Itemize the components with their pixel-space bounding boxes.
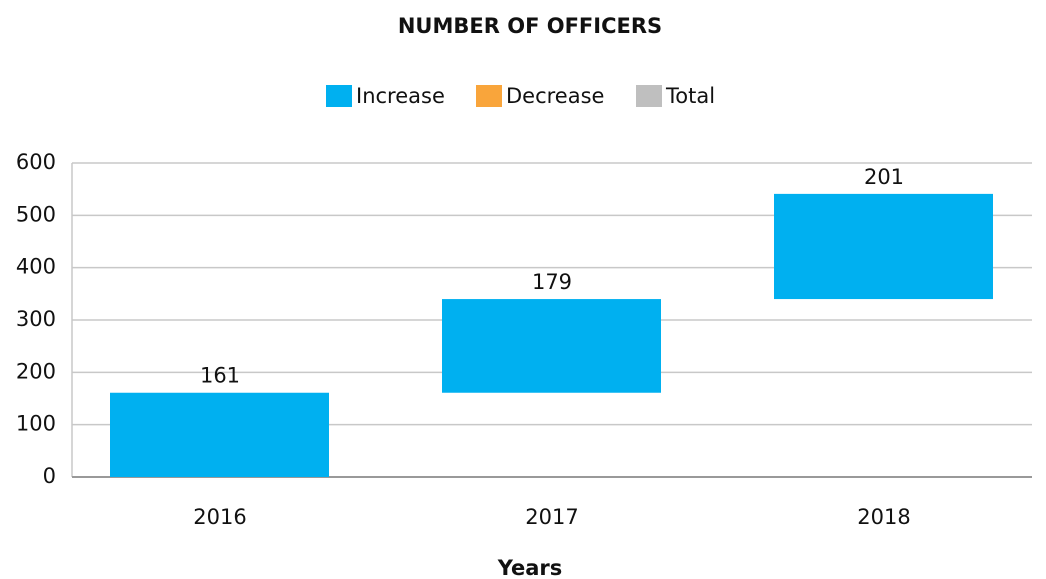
bar bbox=[442, 299, 661, 393]
y-tick-label: 600 bbox=[16, 150, 56, 174]
y-tick-label: 500 bbox=[16, 202, 56, 226]
bar bbox=[774, 193, 993, 300]
chart-title: NUMBER OF OFFICERS bbox=[398, 14, 662, 38]
legend-label: Decrease bbox=[506, 84, 604, 108]
y-tick-label: 200 bbox=[16, 359, 56, 383]
y-tick-label: 0 bbox=[43, 464, 56, 488]
data-label: 201 bbox=[864, 165, 904, 189]
legend-swatch bbox=[476, 85, 502, 107]
data-label: 179 bbox=[532, 270, 572, 294]
legend-swatch bbox=[326, 85, 352, 107]
x-tick-label: 2016 bbox=[193, 505, 246, 529]
data-label: 161 bbox=[200, 364, 240, 388]
bar bbox=[110, 392, 329, 477]
legend-label: Total bbox=[665, 84, 715, 108]
y-tick-label: 300 bbox=[16, 307, 56, 331]
legend-label: Increase bbox=[356, 84, 445, 108]
x-tick-label: 2018 bbox=[857, 505, 910, 529]
x-axis-title: Years bbox=[497, 556, 563, 579]
y-tick-label: 400 bbox=[16, 255, 56, 279]
legend-swatch bbox=[636, 85, 662, 107]
y-tick-label: 100 bbox=[16, 412, 56, 436]
x-tick-label: 2017 bbox=[525, 505, 578, 529]
